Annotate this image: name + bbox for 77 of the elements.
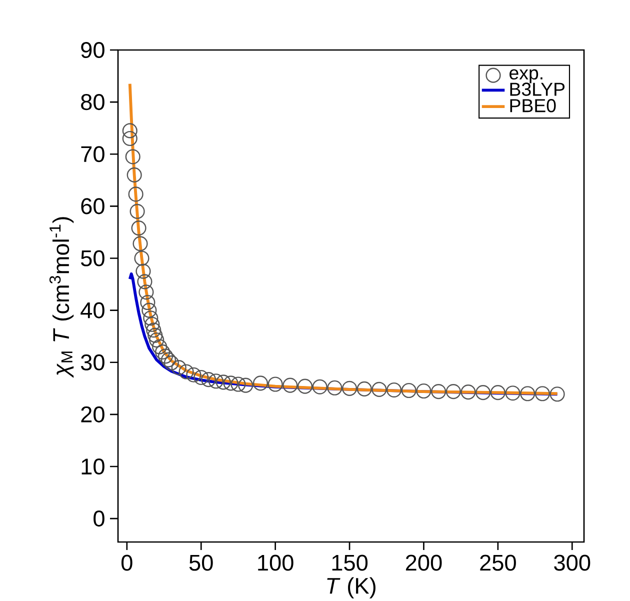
y-tick-label: 60 (81, 198, 104, 214)
x-tick-label: 100 (258, 554, 294, 571)
point (138, 284, 154, 300)
y-tick-label: 70 (81, 146, 104, 162)
point (125, 149, 140, 164)
point (490, 385, 506, 400)
point (137, 274, 152, 290)
point (312, 379, 328, 394)
point (297, 378, 313, 394)
x-tick-label: 0 (121, 554, 132, 571)
point (132, 236, 148, 252)
point (534, 386, 550, 402)
point (223, 376, 238, 391)
x-tick-label: 200 (406, 554, 442, 571)
x-tick-label: 50 (189, 554, 213, 571)
point (431, 384, 446, 400)
point (208, 374, 224, 389)
point (122, 123, 138, 138)
point (186, 367, 202, 382)
point (386, 382, 402, 398)
point (252, 376, 268, 391)
point (416, 383, 432, 399)
x-tick-label: 250 (480, 554, 516, 571)
point (230, 376, 246, 392)
point (128, 186, 144, 202)
x-tick-label: 150 (332, 554, 368, 571)
x-tick-label: 300 (554, 554, 590, 571)
point (122, 130, 138, 146)
point (164, 355, 179, 370)
point (372, 382, 387, 397)
point (342, 380, 358, 396)
point (194, 370, 209, 386)
point (126, 167, 142, 182)
legend-label: B3LYP (510, 82, 565, 96)
point (178, 364, 194, 380)
point (134, 250, 150, 266)
point (401, 382, 416, 398)
point (446, 384, 461, 400)
point (148, 328, 163, 343)
point (238, 378, 254, 393)
y-axis-title: χ$_{M}$ T (cm$^{3}$mol$^{-1}$) (49, 217, 74, 378)
point (216, 374, 231, 390)
point (160, 352, 176, 368)
point (158, 348, 174, 364)
point (146, 322, 162, 338)
point (152, 339, 168, 354)
y-tick-label: 40 (80, 302, 104, 318)
point (460, 384, 476, 400)
y-tick-label: 20 (81, 406, 104, 422)
point (171, 360, 186, 376)
point (131, 220, 146, 236)
point (476, 385, 491, 400)
point (144, 316, 160, 332)
point (356, 381, 372, 396)
point (505, 386, 520, 401)
legend-label: PBE0 (510, 99, 556, 112)
y-tick-label: 50 (80, 250, 104, 266)
point (130, 204, 145, 219)
point (550, 386, 565, 402)
y-tick-label: 10 (82, 458, 104, 475)
point (201, 372, 216, 388)
point (268, 376, 283, 392)
point (282, 378, 298, 393)
point (140, 294, 156, 310)
y-tick-label: 30 (80, 354, 104, 370)
x-axis-title: T (K) (327, 577, 376, 598)
y-tick-label: 0 (94, 510, 104, 527)
point (149, 332, 164, 348)
point (154, 344, 170, 360)
y-tick-label: 80 (81, 94, 104, 110)
point (136, 264, 151, 279)
point (327, 380, 342, 396)
point (143, 310, 158, 326)
point (142, 302, 157, 318)
legend-label: exp. (510, 69, 542, 84)
point (520, 386, 536, 402)
y-tick-label: 90 (81, 42, 104, 58)
